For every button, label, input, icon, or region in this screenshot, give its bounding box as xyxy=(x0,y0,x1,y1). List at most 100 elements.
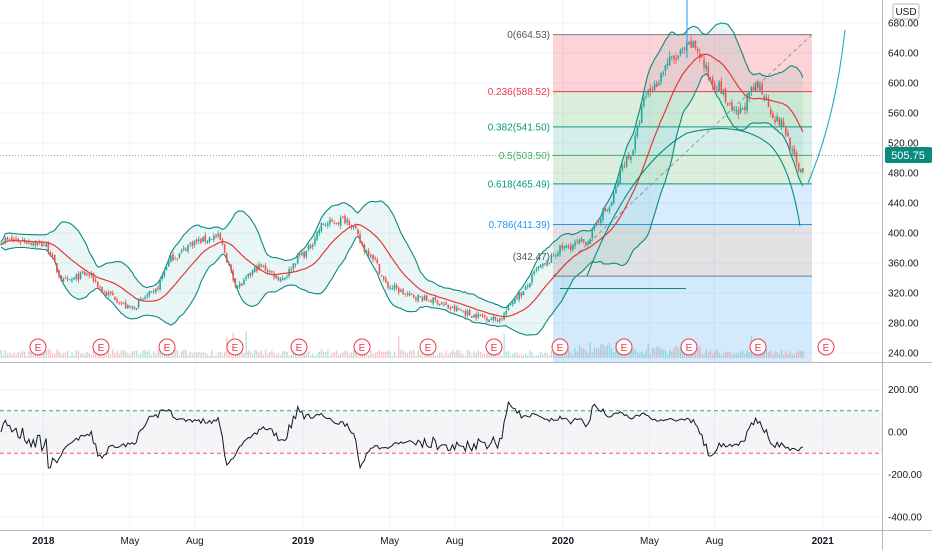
time-tick-label[interactable]: Aug xyxy=(706,536,724,547)
volume-bar xyxy=(71,352,73,358)
volume-bar xyxy=(230,352,232,358)
volume-bar xyxy=(75,350,77,358)
time-tick-label[interactable]: Aug xyxy=(446,536,464,547)
volume-bar xyxy=(21,350,24,358)
volume-bar xyxy=(189,351,191,358)
moving-average xyxy=(0,53,804,318)
time-tick-label[interactable]: 2021 xyxy=(812,536,835,547)
time-tick-label[interactable]: Aug xyxy=(186,536,204,547)
candle-body xyxy=(45,243,47,247)
candle-body xyxy=(137,300,140,308)
currency-box[interactable] xyxy=(892,3,920,20)
candle-body xyxy=(492,316,495,321)
time-tick-label[interactable]: May xyxy=(640,536,659,547)
candle-body xyxy=(714,83,716,89)
candle-body xyxy=(793,147,796,154)
earnings-marker[interactable] xyxy=(226,338,244,356)
volume-bar xyxy=(645,349,647,358)
volume-bar xyxy=(4,349,6,358)
volume-bar xyxy=(406,353,409,358)
volume-bar xyxy=(213,355,215,358)
earnings-marker[interactable] xyxy=(551,338,569,356)
arc-drawing[interactable] xyxy=(586,128,801,277)
price-tick-label[interactable]: 680.00 xyxy=(888,19,919,30)
price-tick-label[interactable]: 560.00 xyxy=(888,109,919,120)
price-tick-label[interactable]: 360.00 xyxy=(888,259,919,270)
time-tick-label[interactable]: 2020 xyxy=(552,536,575,547)
volume-bar xyxy=(47,349,49,358)
curve-projection[interactable] xyxy=(807,29,846,184)
drawing-tools[interactable] xyxy=(0,0,882,289)
candle-body xyxy=(679,50,682,55)
candle-body xyxy=(215,235,217,237)
volume-bar xyxy=(466,349,469,358)
candle-body xyxy=(284,277,286,280)
candle-body xyxy=(406,293,409,295)
earnings-marker[interactable] xyxy=(290,338,308,356)
price-tick-label[interactable]: 520.00 xyxy=(888,139,919,150)
candle-body xyxy=(279,278,282,282)
earnings-marker[interactable] xyxy=(817,338,835,356)
volume-bar xyxy=(456,349,458,358)
price-tick-label[interactable]: 240.00 xyxy=(888,349,919,360)
fib-trend-line[interactable] xyxy=(552,34,813,277)
candle-body xyxy=(746,95,748,111)
time-tick-label[interactable]: May xyxy=(380,536,399,547)
price-axis[interactable]: 240.00 280.00 320.00 360.00 400.00 440.00 480.… xyxy=(888,19,922,524)
volume-bar xyxy=(135,350,138,358)
earnings-marker[interactable] xyxy=(29,338,47,356)
time-tick-label[interactable]: 2018 xyxy=(32,536,55,547)
candle-body xyxy=(208,237,211,242)
volume-bar xyxy=(527,355,529,358)
cci-tick-label[interactable]: -200.00 xyxy=(888,470,922,481)
cci-tick-label[interactable]: 0.00 xyxy=(888,428,908,439)
candle-body xyxy=(148,291,151,296)
volume-bar xyxy=(131,351,133,358)
candle-body xyxy=(34,241,37,246)
earnings-marker[interactable] xyxy=(485,338,503,356)
volume-bar xyxy=(129,354,131,358)
volume-bar xyxy=(251,353,254,358)
earnings-marker[interactable] xyxy=(92,338,110,356)
cci-tick-label[interactable]: -400.00 xyxy=(888,513,922,524)
volume-bar xyxy=(722,354,725,358)
volume-bar xyxy=(408,350,411,358)
earnings-marker[interactable] xyxy=(419,338,437,356)
volume-bar xyxy=(387,350,389,358)
volume-bar xyxy=(54,353,56,358)
earnings-marker[interactable] xyxy=(615,338,633,356)
earnings-marker[interactable] xyxy=(158,338,176,356)
cci-tick-label[interactable]: 200.00 xyxy=(888,385,919,396)
candle-body xyxy=(767,98,770,107)
candle-body xyxy=(610,201,613,206)
candle-body xyxy=(563,246,566,249)
price-tick-label[interactable]: 400.00 xyxy=(888,229,919,240)
price-tick-label[interactable]: 280.00 xyxy=(888,319,919,330)
volume-bar xyxy=(243,353,245,358)
time-axis[interactable]: 2018 May Aug 2019 May Aug 2020 May Aug 2021 xyxy=(32,536,834,547)
candle-body xyxy=(152,290,155,292)
price-tick-label[interactable]: 600.00 xyxy=(888,79,919,90)
candle-body xyxy=(720,81,723,94)
candle-body xyxy=(436,300,439,305)
earnings-marker[interactable] xyxy=(749,338,767,356)
price-tick-label[interactable]: 640.00 xyxy=(888,49,919,60)
time-tick-label[interactable]: 2019 xyxy=(292,536,315,547)
candle-body xyxy=(578,240,581,244)
volume-bar xyxy=(368,354,370,358)
cci-line xyxy=(0,400,804,470)
price-tick-label[interactable]: 320.00 xyxy=(888,289,919,300)
volume-bar xyxy=(789,351,791,358)
time-tick-label[interactable]: May xyxy=(120,536,139,547)
price-tick-label[interactable]: 440.00 xyxy=(888,199,919,210)
candle-body xyxy=(129,305,131,308)
volume-bar xyxy=(501,355,503,358)
candle-body xyxy=(413,295,415,298)
earnings-marker[interactable] xyxy=(680,338,698,356)
currency-label[interactable]: USD xyxy=(895,7,916,18)
volume-bar xyxy=(221,354,224,358)
price-tick-label[interactable]: 480.00 xyxy=(888,169,919,180)
candle-body xyxy=(174,258,176,260)
earnings-marker[interactable] xyxy=(353,338,371,356)
